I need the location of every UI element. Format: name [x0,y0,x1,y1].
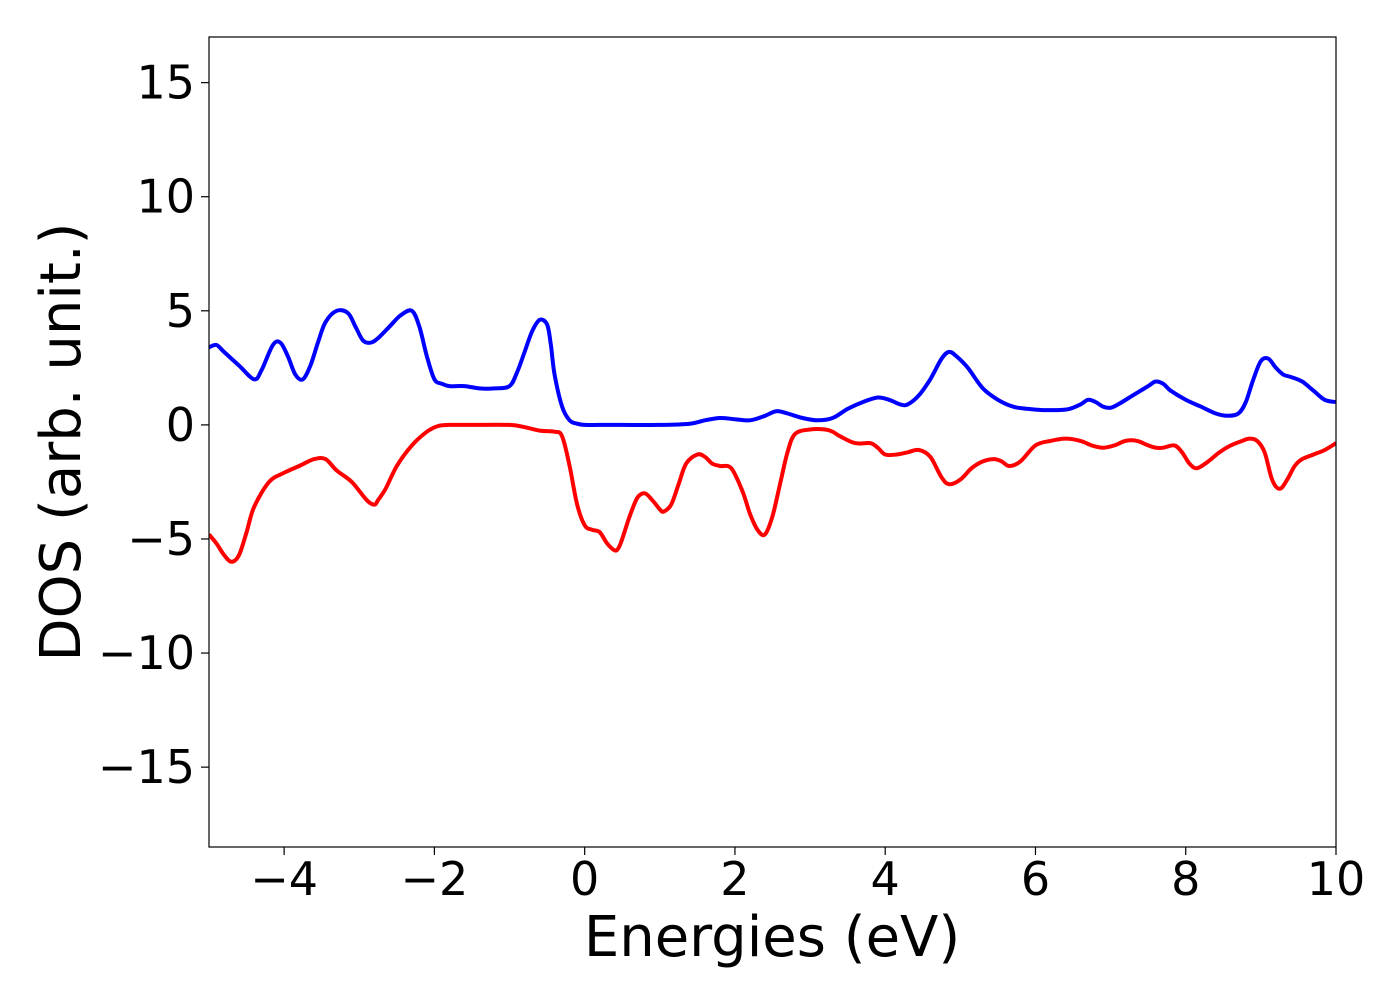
x-tick-label: 6 [1021,852,1050,906]
x-tick-label: 8 [1171,852,1200,906]
series-layer [209,308,1336,564]
x-tick-label: 10 [1307,852,1366,906]
series-line-1 [209,308,1336,427]
y-tick-label: 15 [136,56,195,110]
y-tick-label: 10 [136,170,195,224]
y-tick-label: −5 [127,512,195,566]
y-axis-label: DOS (arb. unit.) [29,222,94,661]
x-tick-label: −4 [250,852,318,906]
ticks-layer: −4 −2 0 2 4 6 8 10 15 10 5 0 −5 −10 −15 [98,56,1365,906]
x-tick-label: −2 [400,852,468,906]
y-tick-label: −15 [98,740,195,794]
x-tick-label: 4 [871,852,900,906]
y-tick-label: 0 [166,398,195,452]
series-line-2 [209,422,1336,564]
x-axis-label: Energies (eV) [584,905,960,970]
x-tick-label: 0 [570,852,599,906]
y-tick-label: −10 [98,626,195,680]
plot-frame [208,36,1337,848]
x-tick-label: 2 [720,852,749,906]
y-tick-label: 5 [166,284,195,338]
